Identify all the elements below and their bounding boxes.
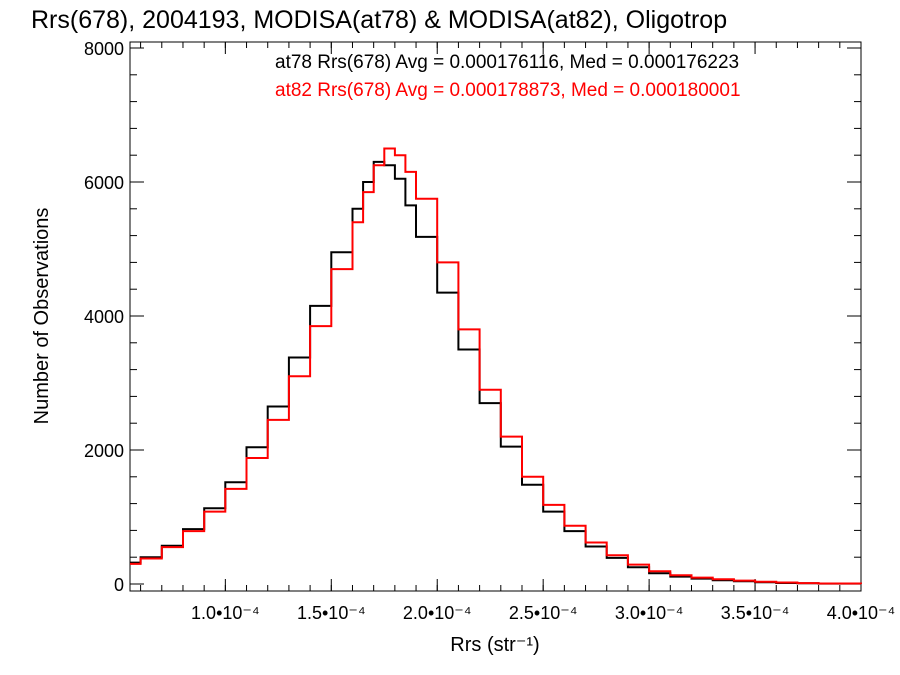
- y-tick-label: 0: [114, 575, 124, 595]
- x-tick-label: 2.5•10⁻⁴: [509, 603, 578, 623]
- x-tick-label: 1.0•10⁻⁴: [191, 603, 260, 623]
- y-tick-label: 6000: [84, 173, 124, 193]
- y-tick-label: 4000: [84, 307, 124, 327]
- y-tick-label: 2000: [84, 441, 124, 461]
- x-tick-label: 3.5•10⁻⁴: [721, 603, 790, 623]
- x-tick-label: 1.5•10⁻⁴: [297, 603, 366, 623]
- plot-frame: [129, 41, 862, 592]
- axis-ticks: [130, 42, 862, 591]
- series-group: [130, 147, 862, 585]
- chart-title: Rrs(678), 2004193, MODISA(at78) & MODISA…: [31, 6, 727, 34]
- axis-tick-labels: 1.0•10⁻⁴ 1.5•10⁻⁴ 2.0•10⁻⁴ 2.5•10⁻⁴ 3.0•10⁻⁴…: [84, 39, 895, 623]
- x-tick-label: 3.0•10⁻⁴: [615, 603, 684, 623]
- series-at82: [130, 147, 862, 585]
- x-tick-label: 4.0•10⁻⁴: [827, 603, 896, 623]
- series-at78: [130, 160, 862, 585]
- legend-at82-stats: at82 Rrs(678) Avg = 0.000178873, Med = 0…: [275, 80, 741, 101]
- legend-at78-stats: at78 Rrs(678) Avg = 0.000176116, Med = 0…: [275, 52, 739, 73]
- x-tick-label: 2.0•10⁻⁴: [403, 603, 472, 623]
- y-axis-label: Number of Observations: [31, 208, 53, 425]
- x-axis-label: Rrs (str⁻¹): [450, 634, 539, 656]
- y-tick-label: 8000: [84, 39, 124, 59]
